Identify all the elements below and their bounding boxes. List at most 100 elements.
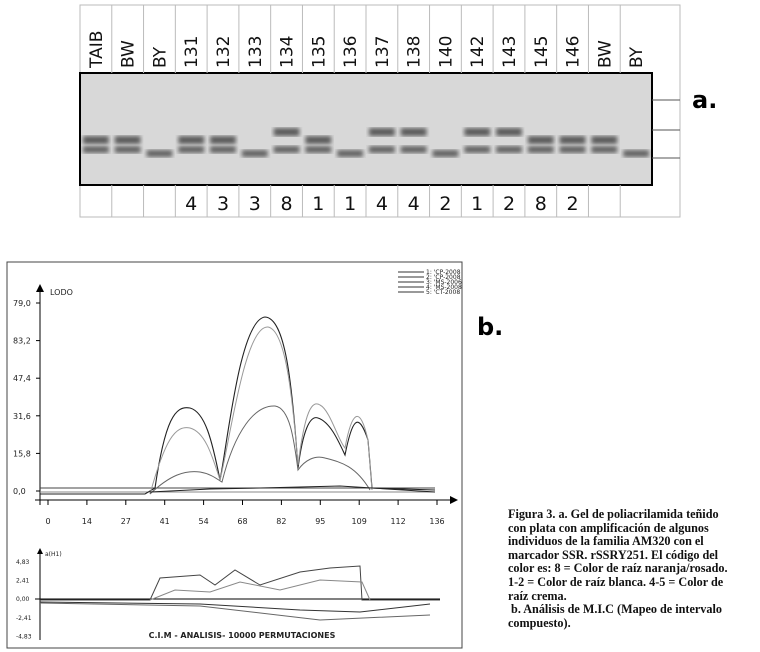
axis-arrow [37, 548, 43, 554]
gel-band [241, 150, 268, 157]
gel-band [591, 136, 618, 144]
legend-entry: 4: 'MS-2008 [426, 284, 462, 291]
gel-band [114, 136, 141, 144]
score: 4 [185, 193, 197, 215]
lane-label: 134 [278, 36, 298, 68]
lane-label: 146 [564, 36, 584, 68]
y-tick-label: 47,4 [13, 374, 31, 383]
lod-curve [149, 485, 436, 493]
gel-band [305, 146, 332, 153]
lod-curve [149, 326, 373, 495]
lane-label: BY [150, 46, 170, 68]
gel-band [273, 128, 300, 136]
panel-label: a. [692, 86, 718, 114]
score: 2 [503, 193, 515, 215]
gel-band [305, 136, 332, 144]
legend-entry: 1: 'CP-2008 [426, 269, 461, 276]
score: 1 [471, 193, 483, 215]
lane-label: 136 [341, 36, 361, 68]
gel-band [83, 136, 109, 144]
lane-label: 133 [246, 36, 266, 68]
effect-curve [149, 579, 371, 601]
score: 8 [535, 193, 547, 215]
gel-image [80, 73, 652, 185]
score: 4 [376, 193, 388, 215]
gel-band [559, 146, 586, 153]
caption-line: individuos de la familia AM320 con el [508, 534, 704, 549]
y-tick-label: 31,6 [13, 412, 31, 421]
gel-band [337, 150, 363, 157]
lod-panel [6, 261, 463, 649]
y-tick-label: 0,0 [13, 487, 26, 496]
gel-band [210, 136, 236, 144]
y-tick-label: 15,8 [13, 449, 31, 458]
axis-label: a(H1) [45, 551, 62, 558]
lod-curve [149, 405, 371, 495]
gel-band [432, 150, 459, 157]
gel-band [114, 146, 141, 153]
lod-curve [40, 316, 436, 495]
x-tick-label: 136 [429, 517, 444, 526]
lane-label: 131 [182, 36, 202, 68]
score: 4 [408, 193, 420, 215]
y-tick-label: -4,83 [16, 633, 32, 640]
effect-curve [39, 602, 431, 621]
axis-label: LODO [50, 288, 73, 297]
gel-band [146, 150, 173, 157]
effect-curve [40, 565, 440, 601]
score: 8 [281, 193, 293, 215]
caption-line: compuesto). [508, 615, 571, 630]
gel-band [496, 146, 522, 153]
gel-band [369, 128, 395, 136]
lane-label: BW [119, 40, 139, 68]
gel-band [400, 128, 427, 136]
gel-band [273, 146, 300, 153]
caption-line: b. Análisis de M.I.C (Mapeo de intervalo [508, 602, 722, 617]
caption-line: marcador SSR. rSSRY251. El código del [508, 547, 719, 562]
lane-label: 137 [373, 36, 393, 68]
score: 1 [344, 193, 356, 215]
lane-label: BW [595, 40, 615, 68]
lane-label: 135 [309, 36, 329, 68]
score: 2 [439, 193, 451, 215]
y-tick-label: 4,83 [16, 559, 30, 566]
gel-band [178, 136, 205, 144]
score: 2 [567, 193, 579, 215]
gel-band [464, 146, 491, 153]
x-tick-label: 0 [45, 517, 50, 526]
y-tick-label: 79,0 [13, 299, 31, 308]
x-tick-label: 27 [121, 517, 131, 526]
y-tick-label: 2,41 [16, 578, 30, 585]
score: 1 [312, 193, 324, 215]
y-tick-label: 83,2 [13, 337, 31, 346]
axis-arrow [36, 284, 44, 292]
x-tick-label: 82 [276, 517, 286, 526]
x-tick-label: 41 [160, 517, 170, 526]
lane-label: 143 [500, 36, 520, 68]
axis-arrow [450, 496, 458, 504]
x-tick-label: 109 [352, 517, 367, 526]
lane-label: 140 [436, 36, 456, 68]
gel-band [178, 146, 205, 153]
lane-label: 132 [214, 36, 234, 68]
panel-label: b. [477, 313, 504, 341]
x-tick-label: 112 [390, 517, 405, 526]
gel-band [623, 150, 649, 157]
x-tick-label: 14 [82, 517, 92, 526]
legend-entry: 2: 'CP-2008 [426, 274, 461, 281]
lane-label: 142 [468, 36, 488, 68]
caption-line: Figura 3. a. Gel de poliacrilamida teñid… [508, 507, 719, 521]
x-tick-label: 68 [237, 517, 247, 526]
y-tick-label: 0,00 [16, 596, 30, 603]
gel-band [527, 136, 554, 144]
gel-band [400, 146, 427, 153]
gel-band [559, 136, 586, 144]
gel-band [369, 146, 395, 153]
lane-label: TAIB [87, 31, 107, 69]
legend-entry: 5: 'CT-2008 [426, 289, 460, 296]
gel-band [210, 146, 236, 153]
y-tick-label: -2,41 [16, 615, 32, 622]
gel-band [496, 128, 522, 136]
